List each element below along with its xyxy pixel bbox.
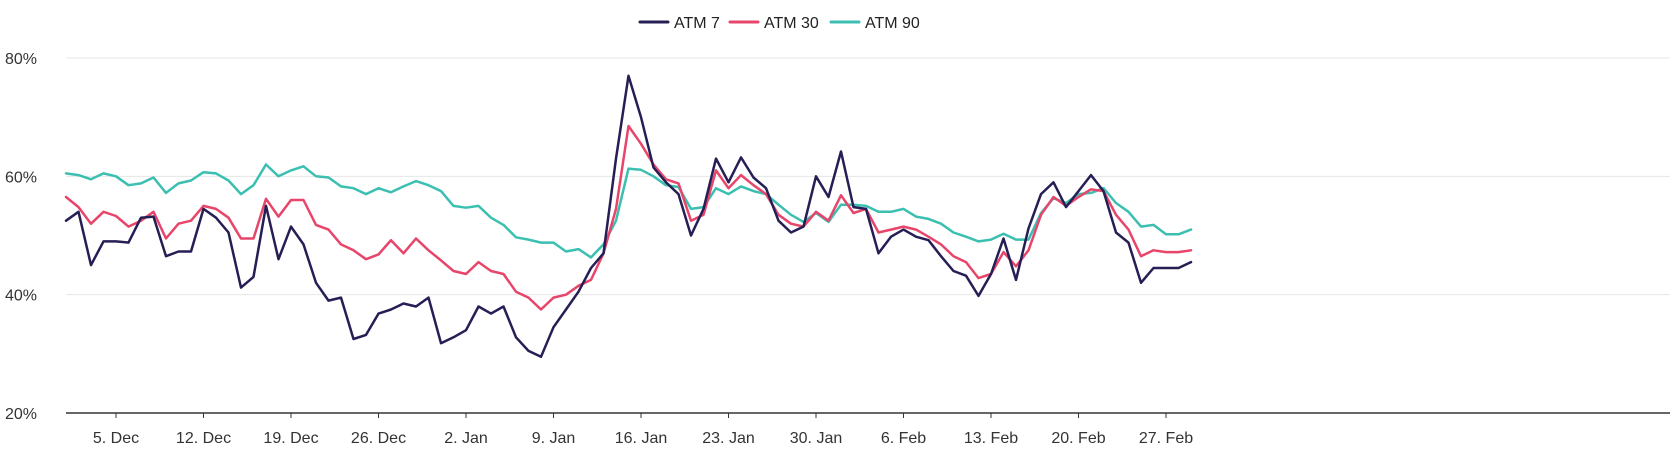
legend-label: ATM 7 (674, 15, 720, 32)
x-tick-label: 23. Jan (702, 430, 754, 447)
x-tick-label: 16. Jan (615, 430, 667, 447)
x-tick-label: 2. Jan (444, 430, 488, 447)
legend-item-atm-7[interactable]: ATM 7 (638, 15, 720, 32)
y-tick-label: 20% (5, 406, 37, 423)
legend-item-atm-90[interactable]: ATM 90 (829, 15, 920, 32)
y-axis: 20% 40% 60% 80% (5, 51, 37, 423)
legend-label: ATM 30 (764, 15, 819, 32)
x-tick-label: 5. Dec (93, 430, 139, 447)
x-tick-label: 30. Jan (790, 430, 842, 447)
y-tick-label: 80% (5, 51, 37, 68)
legend[interactable]: ATM 7 ATM 30 ATM 90 (638, 15, 920, 32)
y-tick-label: 60% (5, 169, 37, 186)
gridlines (66, 57, 1670, 414)
series-line-atm-90 (64, 163, 1193, 259)
x-tick-label: 20. Feb (1051, 430, 1105, 447)
series-line-atm-30 (64, 124, 1193, 311)
legend-item-atm-30[interactable]: ATM 30 (728, 15, 819, 32)
x-axis: 5. Dec 12. Dec 19. Dec 26. Dec 2. Jan 9. Jan 1… (93, 413, 1193, 447)
x-tick-label: 12. Dec (176, 430, 231, 447)
x-tick-label: 9. Jan (532, 430, 576, 447)
x-tick-label: 19. Dec (263, 430, 318, 447)
x-tick-label: 26. Dec (351, 430, 406, 447)
series-line-atm-7 (64, 74, 1193, 359)
x-tick-label: 13. Feb (964, 430, 1018, 447)
legend-label: ATM 90 (865, 15, 920, 32)
series-lines (64, 74, 1193, 359)
x-tick-label: 27. Feb (1139, 430, 1193, 447)
x-tick-label: 6. Feb (881, 430, 926, 447)
y-tick-label: 40% (5, 288, 37, 305)
